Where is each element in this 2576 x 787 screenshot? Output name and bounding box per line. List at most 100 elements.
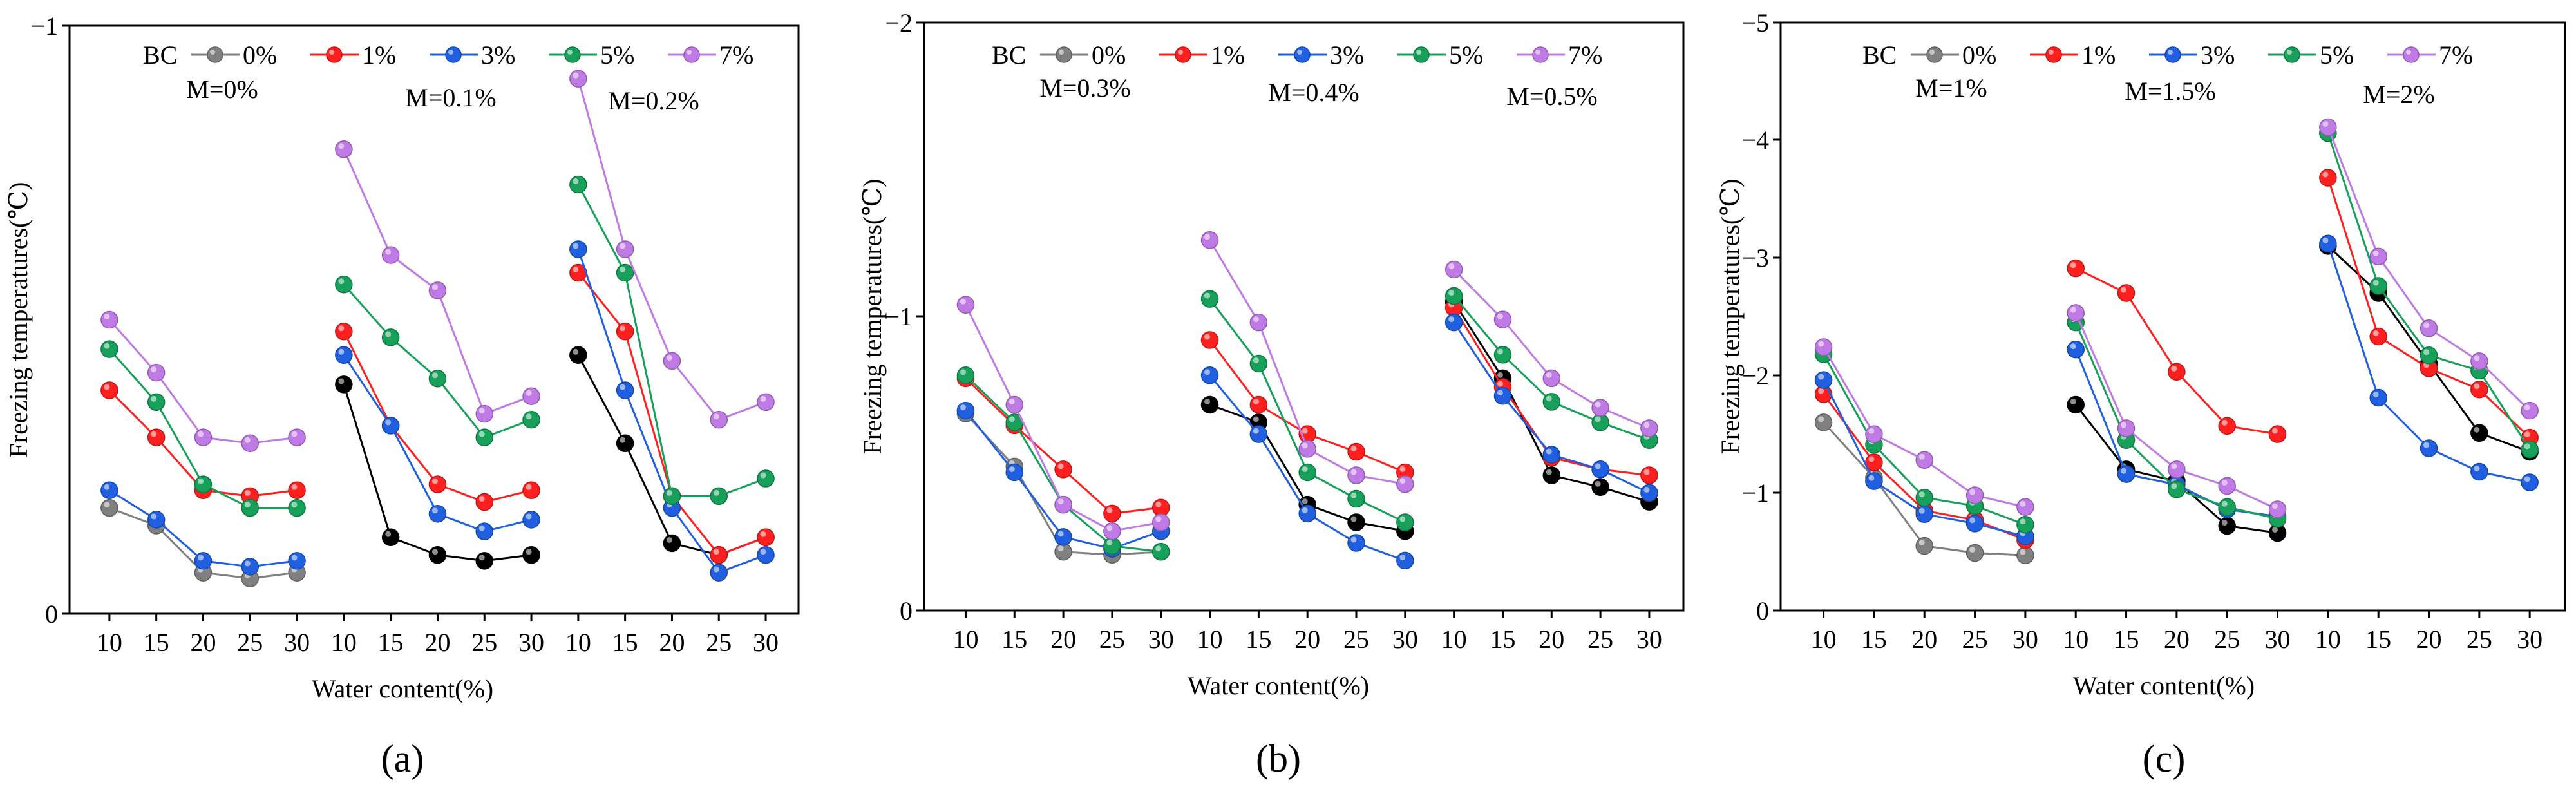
data-point-highlight [1399, 478, 1406, 484]
series-7% [569, 70, 775, 429]
legend-entry-7%: 7% [1517, 41, 1602, 70]
data-point [616, 434, 634, 452]
data-point [1814, 371, 1833, 389]
series-3% [1444, 313, 1658, 502]
data-point-highlight [1643, 422, 1650, 428]
series-1% [2067, 259, 2287, 443]
x-tick-label: 10 [565, 628, 591, 657]
data-point [1200, 366, 1219, 384]
data-point [710, 564, 728, 582]
data-point-highlight [385, 331, 392, 337]
data-point-highlight [1302, 466, 1308, 472]
series-3% [956, 401, 1170, 558]
data-point-highlight [1399, 466, 1406, 472]
legend: BC 0% 1% 3% 5% 7% [1862, 41, 2473, 70]
legend-marker-highlight [448, 50, 453, 55]
data-point-highlight [1106, 540, 1113, 546]
data-point [1542, 446, 1561, 464]
legend-title: BC [1862, 41, 1897, 70]
data-point [2319, 169, 2337, 187]
chart-panel-1: −1 0 Freezing temperatures(℃) 10 15 20 25 30 M=0… [4, 12, 800, 780]
data-point-highlight [151, 395, 157, 402]
x-tick-label: 20 [1911, 625, 1937, 654]
data-point [1200, 331, 1219, 349]
series-7% [100, 310, 306, 452]
data-point-highlight [1253, 416, 1259, 422]
data-point-highlight [1350, 536, 1357, 543]
data-point [1865, 472, 1883, 490]
legend-marker [2045, 46, 2062, 63]
data-point [241, 498, 260, 517]
series-1% [335, 323, 540, 511]
data-point-highlight [338, 143, 345, 149]
data-point-highlight [1009, 466, 1015, 472]
data-point [2117, 465, 2136, 483]
legend-entry-3%: 3% [2149, 41, 2235, 70]
group-label: M=0% [186, 75, 258, 104]
data-point-highlight [291, 484, 298, 490]
data-point-highlight [431, 507, 438, 514]
data-point [147, 393, 166, 412]
data-point [2521, 401, 2539, 420]
data-point-highlight [573, 348, 579, 355]
data-point [1249, 354, 1268, 373]
legend-title: BC [143, 41, 177, 70]
data-point [1396, 475, 1414, 493]
x-tick-label: 20 [1050, 625, 1076, 654]
legend-marker-highlight [329, 50, 334, 55]
data-point [381, 246, 400, 264]
data-point [2218, 517, 2236, 535]
legend-label: 0% [1962, 41, 1996, 70]
data-point [428, 370, 447, 388]
data-point [710, 545, 728, 564]
series-line [1823, 346, 2026, 508]
data-point [428, 505, 447, 523]
x-tick-label: 15 [144, 628, 169, 657]
data-point [663, 534, 681, 553]
data-point [1493, 346, 1512, 364]
x-tick-label: 25 [471, 628, 497, 657]
legend-marker-highlight [2406, 50, 2411, 55]
x-tick-label: 20 [659, 628, 685, 657]
data-point [2369, 388, 2387, 407]
data-point [147, 363, 166, 382]
data-point-highlight [666, 354, 672, 361]
data-point [2420, 439, 2438, 457]
data-point-highlight [431, 478, 438, 484]
legend-marker [2284, 46, 2300, 63]
y-tick-label: 0 [45, 600, 58, 629]
data-point [2016, 498, 2034, 517]
x-tick-label: 20 [424, 628, 450, 657]
data-point [1396, 551, 1414, 570]
data-point-highlight [1253, 316, 1259, 323]
plot-frame [68, 24, 800, 615]
data-point [2470, 352, 2488, 370]
series-3% [2319, 234, 2539, 491]
x-tick-label: 30 [518, 628, 544, 657]
data-point-highlight [526, 549, 532, 555]
data-point [2016, 515, 2034, 534]
data-point [1347, 489, 1365, 508]
data-point-highlight [620, 266, 626, 272]
data-point [1915, 505, 1933, 524]
legend-label: 7% [719, 41, 753, 70]
data-point-highlight [1595, 480, 1601, 487]
data-point-highlight [1448, 263, 1455, 269]
data-point [2168, 363, 2186, 381]
data-point-highlight [2272, 526, 2278, 533]
data-point [194, 475, 213, 493]
data-point [1915, 451, 1933, 469]
data-point [1151, 542, 1170, 561]
data-point [1814, 413, 1833, 431]
data-point [569, 346, 587, 365]
data-point-highlight [573, 243, 579, 249]
data-point [2067, 259, 2085, 278]
data-point-highlight [1155, 501, 1162, 507]
group-M=2%: 10 15 20 25 30 M=2% [2315, 80, 2543, 654]
legend-entry-7%: 7% [2387, 41, 2473, 70]
data-point-highlight [478, 408, 485, 414]
x-tick-label: 30 [2265, 625, 2291, 654]
legend-entry-1%: 1% [310, 41, 396, 70]
data-point-highlight [244, 560, 251, 567]
